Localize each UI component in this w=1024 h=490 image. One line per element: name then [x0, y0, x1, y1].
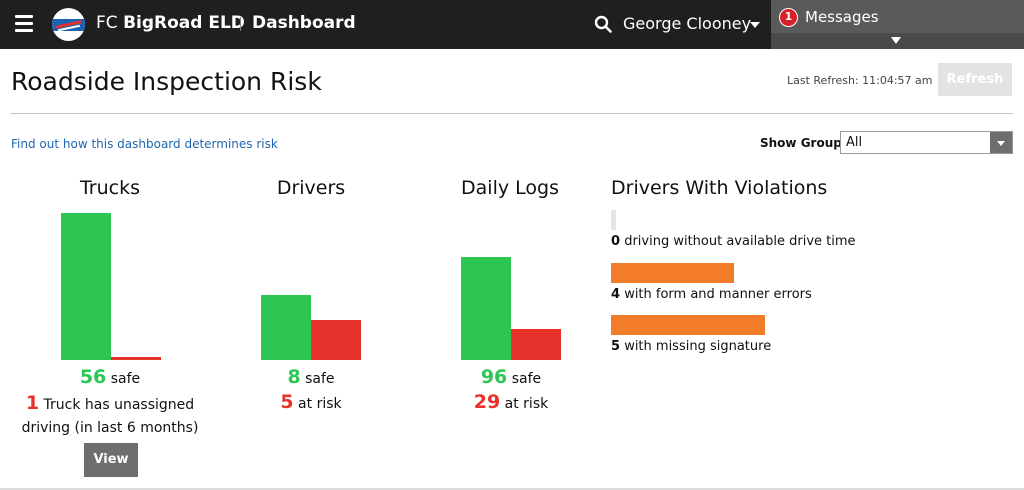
- violation-bar: [611, 210, 616, 230]
- daily-logs-at-risk-stat: 29 at risk: [461, 391, 561, 413]
- drivers-at-risk-label: at risk: [298, 396, 342, 412]
- daily-logs-safe-label: safe: [511, 371, 542, 387]
- messages-menu[interactable]: 1 Messages: [771, 0, 1024, 49]
- trucks-unassigned-note: 1 Truck has unassigned driving (in last …: [10, 392, 210, 440]
- trucks-title: Trucks: [79, 177, 140, 199]
- drivers-at-risk-count: 5: [280, 391, 294, 413]
- daily-logs-safe-bar: [461, 257, 511, 360]
- trucks-safe-count: 56: [79, 366, 107, 388]
- drivers-safe-bar: [261, 295, 311, 360]
- trucks-safe-bar: [61, 213, 111, 360]
- drivers-safe-stat: 8 safe: [261, 366, 361, 388]
- bottom-border: [0, 488, 1024, 490]
- messages-label[interactable]: Messages: [805, 8, 879, 26]
- daily-logs-at-risk-label: at risk: [504, 396, 549, 412]
- violation-label: driving without available drive time: [624, 234, 856, 249]
- chevron-down-icon[interactable]: [990, 132, 1012, 153]
- show-group-label: Show Group:: [760, 136, 847, 150]
- chevron-down-icon[interactable]: [750, 22, 760, 28]
- violation-item: 5 with missing signature: [611, 339, 771, 354]
- view-button[interactable]: View: [84, 443, 138, 477]
- violations-title: Drivers With Violations: [611, 177, 828, 199]
- violation-item: 0 driving without available drive time: [611, 234, 856, 249]
- page-name: Dashboard: [252, 13, 356, 33]
- violation-label: with form and manner errors: [624, 287, 812, 302]
- violation-label: with missing signature: [624, 339, 772, 354]
- daily-logs-at-risk-bar: [511, 329, 561, 360]
- title-divider: [10, 113, 1013, 114]
- violation-count: 4: [611, 287, 621, 302]
- daily-logs-safe-stat: 96 safe: [461, 366, 561, 388]
- brand-divider: [240, 17, 241, 31]
- trucks-unassigned-line2: driving (in last 6 months): [21, 420, 199, 436]
- page-title: Roadside Inspection Risk: [11, 67, 322, 96]
- daily-logs-at-risk-count: 29: [473, 391, 501, 413]
- show-group-select[interactable]: All: [840, 131, 1013, 154]
- violation-count: 5: [611, 339, 621, 354]
- trucks-safe-label: safe: [110, 371, 141, 387]
- risk-info-link[interactable]: Find out how this dashboard determines r…: [11, 137, 278, 151]
- brand-name: FC BigRoad ELD: [96, 13, 245, 33]
- violation-bar: [611, 263, 734, 283]
- drivers-title: Drivers: [276, 177, 346, 199]
- trucks-unassigned-line1: Truck has unassigned: [43, 397, 195, 413]
- refresh-button[interactable]: Refresh: [938, 63, 1012, 96]
- violation-item: 4 with form and manner errors: [611, 287, 812, 302]
- top-navigation-bar: FC BigRoad ELD Dashboard George Clooney …: [0, 0, 1024, 49]
- violation-bar: [611, 315, 765, 335]
- drivers-safe-label: safe: [305, 371, 335, 387]
- trucks-unassigned-count: 1: [25, 392, 40, 414]
- messages-count-badge: 1: [779, 8, 798, 27]
- user-menu[interactable]: George Clooney: [623, 14, 752, 33]
- brand-logo[interactable]: [52, 8, 85, 41]
- violation-count: 0: [611, 234, 621, 249]
- drivers-safe-count: 8: [287, 366, 301, 388]
- last-refresh-time: Last Refresh: 11:04:57 am: [787, 74, 933, 87]
- trucks-safe-stat: 56 safe: [60, 366, 160, 388]
- drivers-at-risk-bar: [311, 320, 361, 360]
- trucks-unassigned-bar: [111, 357, 161, 360]
- daily-logs-title: Daily Logs: [461, 177, 559, 199]
- messages-header[interactable]: 1 Messages: [771, 0, 1024, 33]
- menu-icon[interactable]: [15, 15, 33, 32]
- daily-logs-safe-count: 96: [480, 366, 508, 388]
- expand-icon[interactable]: [891, 37, 901, 44]
- drivers-at-risk-stat: 5 at risk: [261, 391, 361, 413]
- show-group-value: All: [846, 135, 863, 150]
- search-icon[interactable]: [594, 15, 612, 33]
